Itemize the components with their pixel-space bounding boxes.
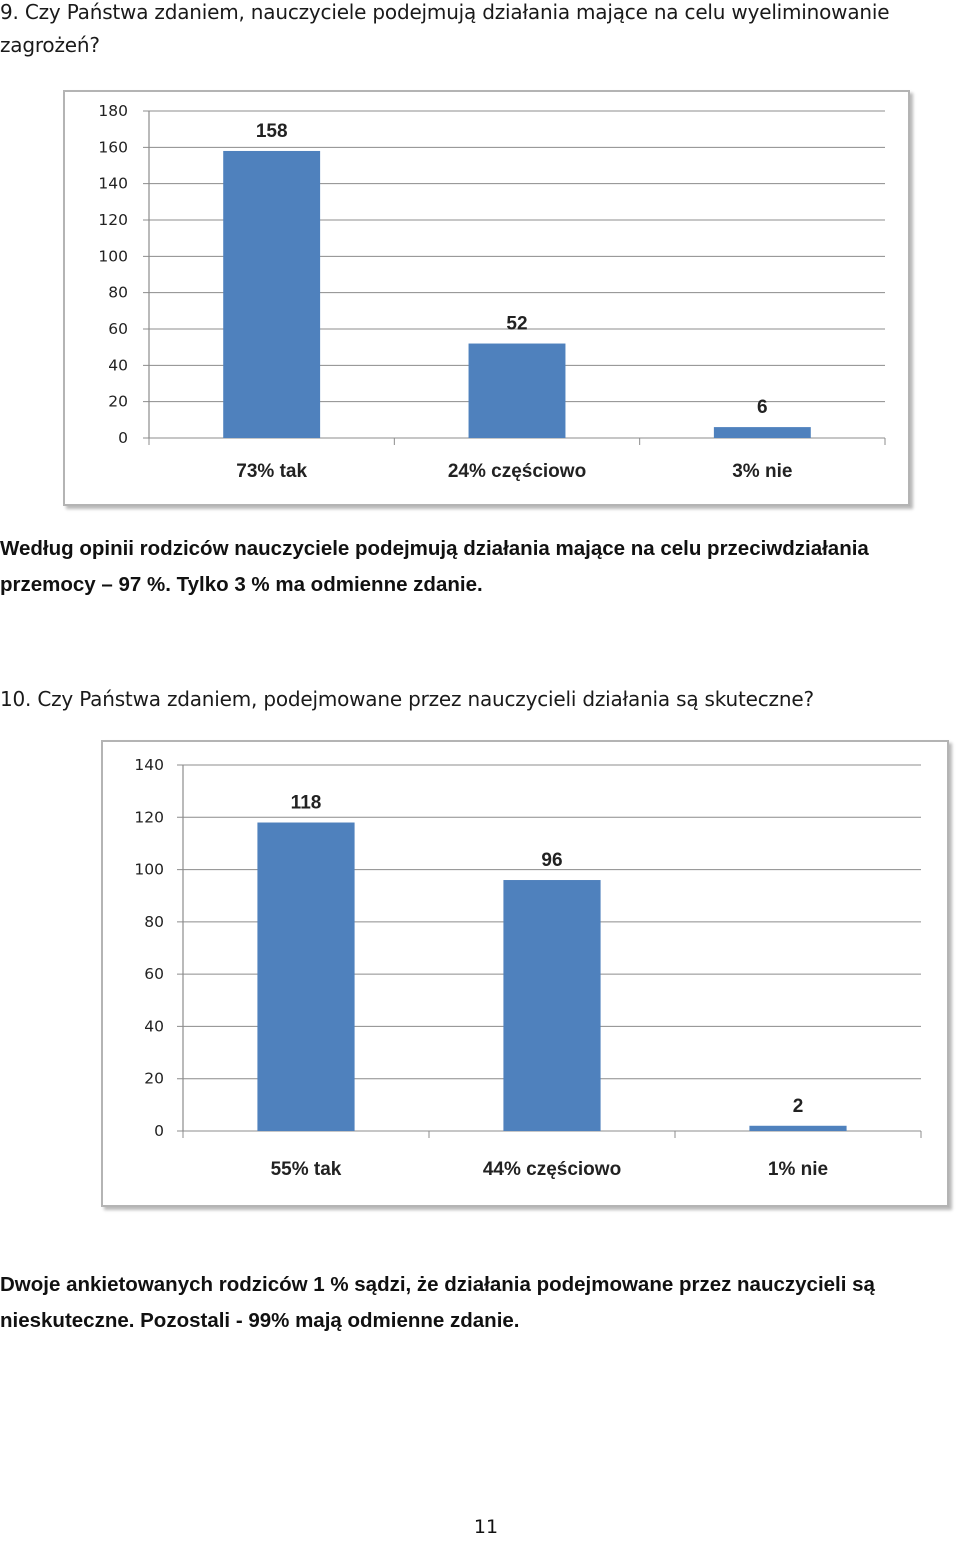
y-tick-label: 80 [144,913,164,931]
bar-3 [713,427,811,438]
data-label-3: 6 [757,397,768,418]
category-label-2: 24% częściowo [448,461,586,482]
y-tick-label: 0 [118,429,128,447]
data-label-1: 158 [256,121,288,142]
category-label-3: 3% nie [732,461,792,482]
category-label-2: 44% częściowo [483,1159,621,1180]
category-label-1: 55% tak [271,1159,342,1180]
summary-question-9: Według opinii rodziców nauczyciele podej… [0,537,869,596]
y-tick-label: 180 [98,102,128,120]
bar-chart-2: 0 20 40 60 80 100 120 140 118 55% tak 96 44% części… [134,756,922,1180]
question-10: 10. Czy Państwa zdaniem, podejmowane prz… [0,687,814,711]
chart-question-10: 0 20 40 60 80 100 120 140 118 55% tak 96 44% części… [101,740,949,1207]
chart-question-9: 0 20 40 60 80 100 120 140 160 180 158 73% tak 52 24% … [63,90,910,506]
page-number: 11 [473,1516,499,1538]
data-label-1: 118 [291,793,322,814]
y-tick-label: 120 [98,211,128,229]
y-tick-label: 140 [98,175,128,193]
bar-2 [503,880,601,1131]
y-tick-label: 0 [154,1122,164,1140]
bar-2 [468,343,566,438]
category-label-3: 1% nie [768,1159,828,1180]
summary-question-10: Dwoje ankietowanych rodziców 1 % sądzi, … [0,1273,875,1332]
y-tick-label: 120 [134,808,164,826]
bar-chart-1: 0 20 40 60 80 100 120 140 160 180 158 73% tak 52 24% … [98,102,886,482]
y-tick-label: 60 [144,965,164,983]
bar-1 [223,150,321,438]
bar-1 [257,822,355,1131]
data-label-2: 52 [506,314,527,335]
y-tick-label: 100 [134,861,164,879]
bar-3 [749,1125,847,1131]
y-tick-label: 40 [108,356,128,374]
y-tick-label: 20 [144,1070,164,1088]
question-9: 9. Czy Państwa zdaniem, nauczyciele pode… [0,0,890,57]
y-tick-label: 160 [98,138,128,156]
category-label-1: 73% tak [236,461,307,482]
y-tick-label: 60 [108,320,128,338]
y-tick-label: 40 [144,1017,164,1035]
y-tick-label: 20 [108,393,128,411]
data-label-2: 96 [541,850,562,871]
y-tick-label: 140 [134,756,164,774]
y-tick-label: 80 [108,284,128,302]
y-tick-label: 100 [98,247,128,265]
data-label-3: 2 [793,1096,804,1117]
